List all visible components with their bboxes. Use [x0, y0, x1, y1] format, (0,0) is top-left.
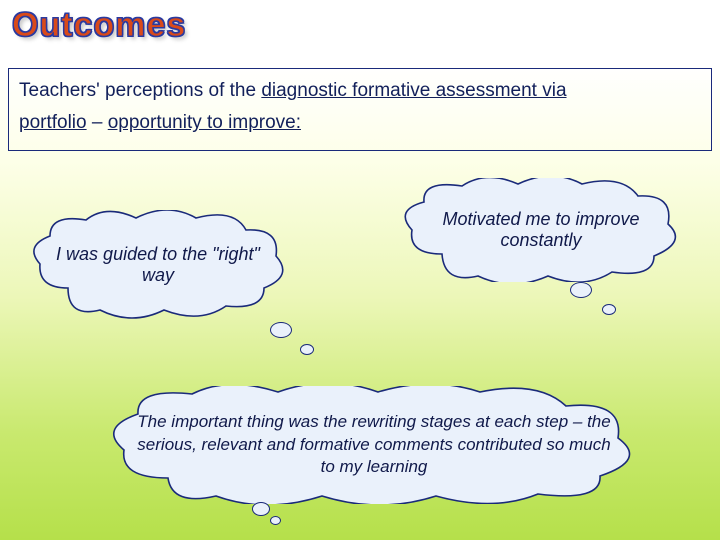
cloud-text: The important thing was the rewriting st… — [134, 411, 614, 480]
page-title: Outcomes — [12, 6, 186, 45]
thought-bubble-icon — [270, 322, 292, 338]
thought-cloud-guided: I was guided to the "right" way — [28, 210, 288, 320]
sub-l1-plain: Teachers' perceptions of the — [19, 80, 261, 101]
subtitle-text: Teachers' perceptions of the diagnostic … — [19, 75, 701, 140]
thought-bubble-icon — [270, 516, 281, 525]
thought-bubble-icon — [300, 344, 314, 355]
thought-cloud-motivated: Motivated me to improve constantly — [400, 178, 682, 282]
sub-l1-ul: diagnostic formative assessment via — [261, 80, 566, 101]
cloud-text: Motivated me to improve constantly — [426, 209, 656, 251]
thought-cloud-rewriting: The important thing was the rewriting st… — [108, 386, 640, 504]
subtitle-box: Teachers' perceptions of the diagnostic … — [8, 68, 712, 151]
sub-l2-ul: portfolio — [19, 112, 87, 133]
thought-bubble-icon — [252, 502, 270, 516]
cloud-text: I was guided to the "right" way — [54, 244, 262, 286]
sub-l2-ul2: opportunity to improve: — [108, 112, 301, 133]
thought-bubble-icon — [602, 304, 616, 315]
thought-bubble-icon — [570, 282, 592, 298]
sub-l2-mid: – — [87, 112, 108, 133]
